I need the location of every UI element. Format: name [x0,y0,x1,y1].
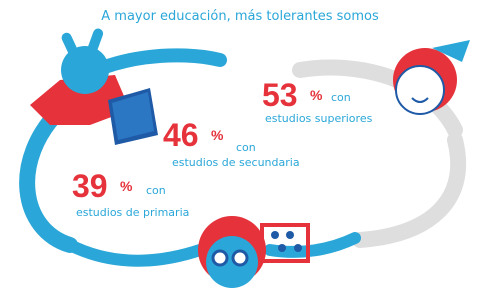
stat-unit: % [310,87,323,103]
stat-value: 39 [72,168,108,204]
subtitle: A mayor educación, más tolerantes somos [101,9,379,24]
infographic: A mayor educación, más tolerantes somos … [0,0,481,304]
stat-connector: con [331,91,351,104]
stat-label: estudios superiores [265,112,373,125]
stat-connector: con [146,184,166,197]
stat-label: estudios de primaria [76,206,189,219]
stat-value: 53 [262,77,298,113]
stat-value: 46 [163,117,199,153]
stat-label: estudios de secundaria [172,156,300,169]
stat-connector: con [236,141,256,154]
stat-unit: % [120,178,133,194]
stat-unit: % [211,127,224,143]
